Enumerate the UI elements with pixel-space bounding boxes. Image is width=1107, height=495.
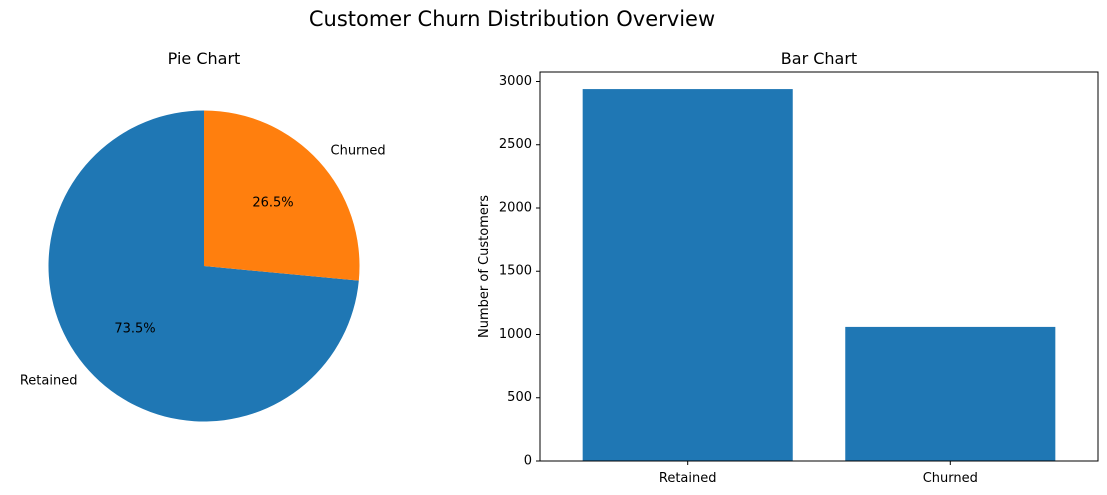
bar-bars (582, 89, 1056, 461)
y-tick-label-1500: 1500 (499, 264, 532, 279)
y-tick-label-1000: 1000 (499, 327, 532, 342)
bar-x-axis: Retained Churned (659, 461, 978, 486)
y-tick-label-2500: 2500 (499, 137, 532, 152)
bar-plot-frame (539, 71, 1099, 462)
pie-chart-title: Pie Chart (168, 49, 241, 68)
pie-slice-churned (204, 110, 360, 281)
y-tick-label-2000: 2000 (499, 200, 532, 215)
x-tick-label-retained: Retained (659, 471, 717, 486)
pie-slices (48, 110, 360, 422)
x-tick-label-churned: Churned (923, 471, 978, 486)
pie-slice-retained (48, 110, 359, 422)
figure-suptitle: Customer Churn Distribution Overview (309, 7, 715, 31)
pie-label-churned: Churned (331, 143, 386, 158)
pie-labels: 73.5% Retained 26.5% Churned (20, 143, 386, 388)
bar-retained (582, 89, 793, 461)
y-tick-label-3000: 3000 (499, 74, 532, 89)
pie-value-label-retained: 73.5% (114, 321, 155, 336)
bar-chart: Bar Chart 0 500 1000 1500 2000 2500 3000 Retai… (477, 49, 1099, 486)
pie-label-retained: Retained (20, 374, 78, 389)
pie-chart: Pie Chart 73.5% Retained 26.5% Churned (20, 49, 386, 422)
bar-y-axis-label: Number of Customers (477, 195, 492, 338)
bar-chart-title: Bar Chart (781, 49, 857, 68)
pie-value-label-churned: 26.5% (252, 196, 293, 211)
bar-churned (845, 326, 1056, 461)
y-tick-label-500: 500 (507, 390, 532, 405)
y-tick-label-0: 0 (524, 454, 532, 469)
bar-y-axis: 0 500 1000 1500 2000 2500 3000 (499, 74, 540, 469)
